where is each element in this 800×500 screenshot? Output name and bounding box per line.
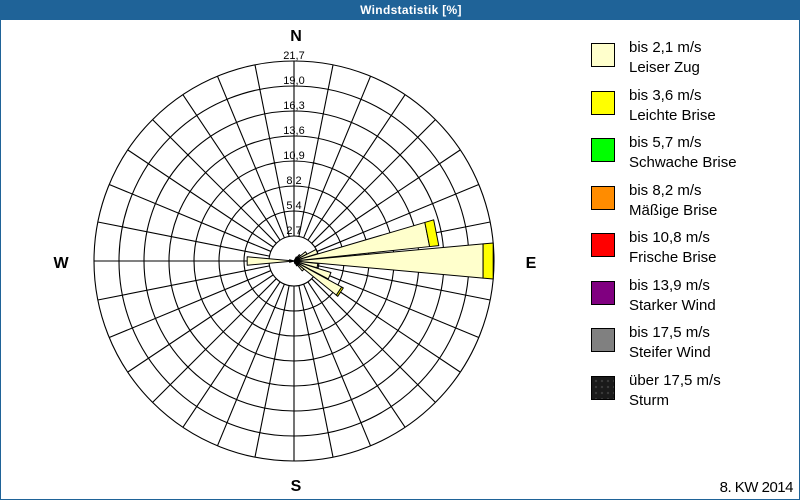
svg-text:5,4: 5,4 <box>286 200 301 212</box>
svg-text:8,2: 8,2 <box>286 175 301 187</box>
svg-text:10,9: 10,9 <box>283 150 304 162</box>
svg-text:16,3: 16,3 <box>283 100 304 112</box>
svg-text:13,6: 13,6 <box>283 125 304 137</box>
svg-text:21,7: 21,7 <box>283 50 304 62</box>
svg-text:2,7: 2,7 <box>286 225 301 237</box>
svg-text:19,0: 19,0 <box>283 75 304 87</box>
